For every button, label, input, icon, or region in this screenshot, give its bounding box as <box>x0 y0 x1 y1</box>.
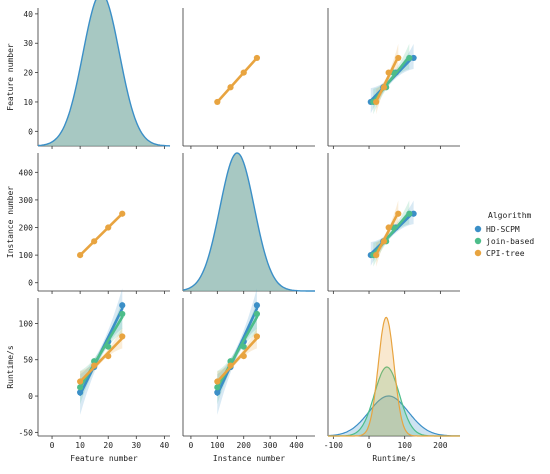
data-point-hd-scpm <box>410 210 417 217</box>
data-point-join-based <box>91 358 98 365</box>
legend-marker-join-based <box>474 237 482 245</box>
y-tick-label: 100 <box>19 251 34 260</box>
data-point-cpi-tree <box>214 378 221 385</box>
data-point-cpi-tree <box>240 69 247 76</box>
data-point-join-based <box>119 310 126 318</box>
regression-line-cpi-tree <box>78 212 124 257</box>
x-tick-label: 100 <box>210 441 225 450</box>
kde-line <box>37 0 171 147</box>
data-point-cpi-tree <box>214 98 221 106</box>
y-axis-label: Feature number <box>6 43 15 111</box>
data-point-join-based <box>77 384 84 391</box>
runtime-kde-area-cpi-tree <box>328 317 460 436</box>
y-tick-label: 10 <box>23 98 33 107</box>
x-tick-label: 0 <box>367 441 372 450</box>
x-tick-label: -100 <box>324 441 343 450</box>
data-point-cpi-tree <box>385 224 392 231</box>
data-point-hd-scpm <box>214 389 221 396</box>
data-point-cpi-tree <box>373 98 380 106</box>
y-tick-label: -50 <box>19 428 34 437</box>
runtime-kde-line-hd-scpm <box>327 395 460 437</box>
data-point-hd-scpm <box>253 302 261 309</box>
data-point-cpi-tree <box>253 333 261 340</box>
data-point-cpi-tree <box>240 353 247 360</box>
regression-line-cpi-tree <box>374 211 400 257</box>
x-tick-label: 300 <box>263 441 278 450</box>
runtime-kde-area-join-based <box>328 367 460 436</box>
kde-line <box>182 152 315 292</box>
data-point-cpi-tree <box>227 84 234 91</box>
x-tick-label: 30 <box>131 441 141 450</box>
data-point-join-based <box>214 384 221 391</box>
data-point-join-based <box>406 54 413 62</box>
x-tick-label: 0 <box>189 441 194 450</box>
data-point-join-based <box>406 210 413 217</box>
data-point-join-based <box>105 343 112 350</box>
y-tick-label: 50 <box>23 356 33 365</box>
x-tick-label: 400 <box>289 441 304 450</box>
data-point-cpi-tree <box>77 252 84 259</box>
x-tick-label: 10 <box>75 441 85 450</box>
x-tick-label: 200 <box>236 441 251 450</box>
x-tick-label: 200 <box>433 441 448 450</box>
y-tick-label: 0 <box>28 392 33 401</box>
legend-label: CPI-tree <box>486 249 525 258</box>
data-point-cpi-tree <box>77 378 84 385</box>
data-point-join-based <box>227 358 234 365</box>
x-tick-label: 100 <box>397 441 412 450</box>
legend-label: HD-SCPM <box>486 225 520 234</box>
y-tick-label: 40 <box>23 10 33 19</box>
data-point-cpi-tree <box>119 333 126 340</box>
y-tick-label: 300 <box>19 196 34 205</box>
x-axis-label: Runtime/s <box>372 454 416 463</box>
data-point-cpi-tree <box>227 362 234 369</box>
legend-label: join-based <box>486 237 534 246</box>
data-point-join-based <box>253 310 261 318</box>
x-tick-label: 40 <box>160 441 170 450</box>
data-point-cpi-tree <box>395 54 402 62</box>
x-tick-label: 20 <box>103 441 113 450</box>
regression-line-cpi-tree <box>216 336 259 383</box>
data-point-join-based <box>240 343 247 350</box>
data-point-cpi-tree <box>91 362 98 369</box>
kde-area <box>183 153 315 291</box>
regression-line-cpi-tree <box>78 336 124 383</box>
y-tick-label: 0 <box>28 279 33 288</box>
data-point-cpi-tree <box>385 69 392 76</box>
data-point-cpi-tree <box>373 252 380 259</box>
data-point-cpi-tree <box>395 210 402 217</box>
regression-line-cpi-tree <box>216 56 259 104</box>
kde-area <box>38 0 170 146</box>
data-point-hd-scpm <box>119 302 126 309</box>
data-point-hd-scpm <box>77 389 84 396</box>
data-point-cpi-tree <box>119 210 126 217</box>
regression-line-cpi-tree <box>374 55 400 103</box>
y-tick-label: 200 <box>19 224 34 233</box>
data-point-cpi-tree <box>380 84 388 91</box>
data-point-cpi-tree <box>105 224 112 231</box>
legend-title: Algorithm <box>488 211 532 220</box>
y-tick-label: 20 <box>23 69 33 78</box>
legend-marker-cpi-tree <box>474 249 482 257</box>
legend-marker-hd-scpm <box>474 225 482 233</box>
runtime-kde-line-cpi-tree <box>328 316 460 437</box>
y-tick-label: 30 <box>23 39 33 48</box>
x-tick-label: 0 <box>50 441 55 450</box>
data-point-hd-scpm <box>410 54 417 62</box>
y-tick-label: 100 <box>19 319 34 328</box>
data-point-cpi-tree <box>380 238 388 245</box>
x-axis-label: Instance number <box>213 454 285 463</box>
data-point-cpi-tree <box>105 353 112 360</box>
y-tick-label: 400 <box>19 168 34 177</box>
data-point-cpi-tree <box>91 238 98 245</box>
runtime-kde-area-hd-scpm <box>328 396 460 436</box>
y-tick-label: 0 <box>28 127 33 136</box>
y-axis-label: Runtime/s <box>6 345 15 389</box>
y-axis-label: Instance number <box>6 186 15 258</box>
x-axis-label: Feature number <box>70 454 138 463</box>
data-point-cpi-tree <box>253 54 261 62</box>
